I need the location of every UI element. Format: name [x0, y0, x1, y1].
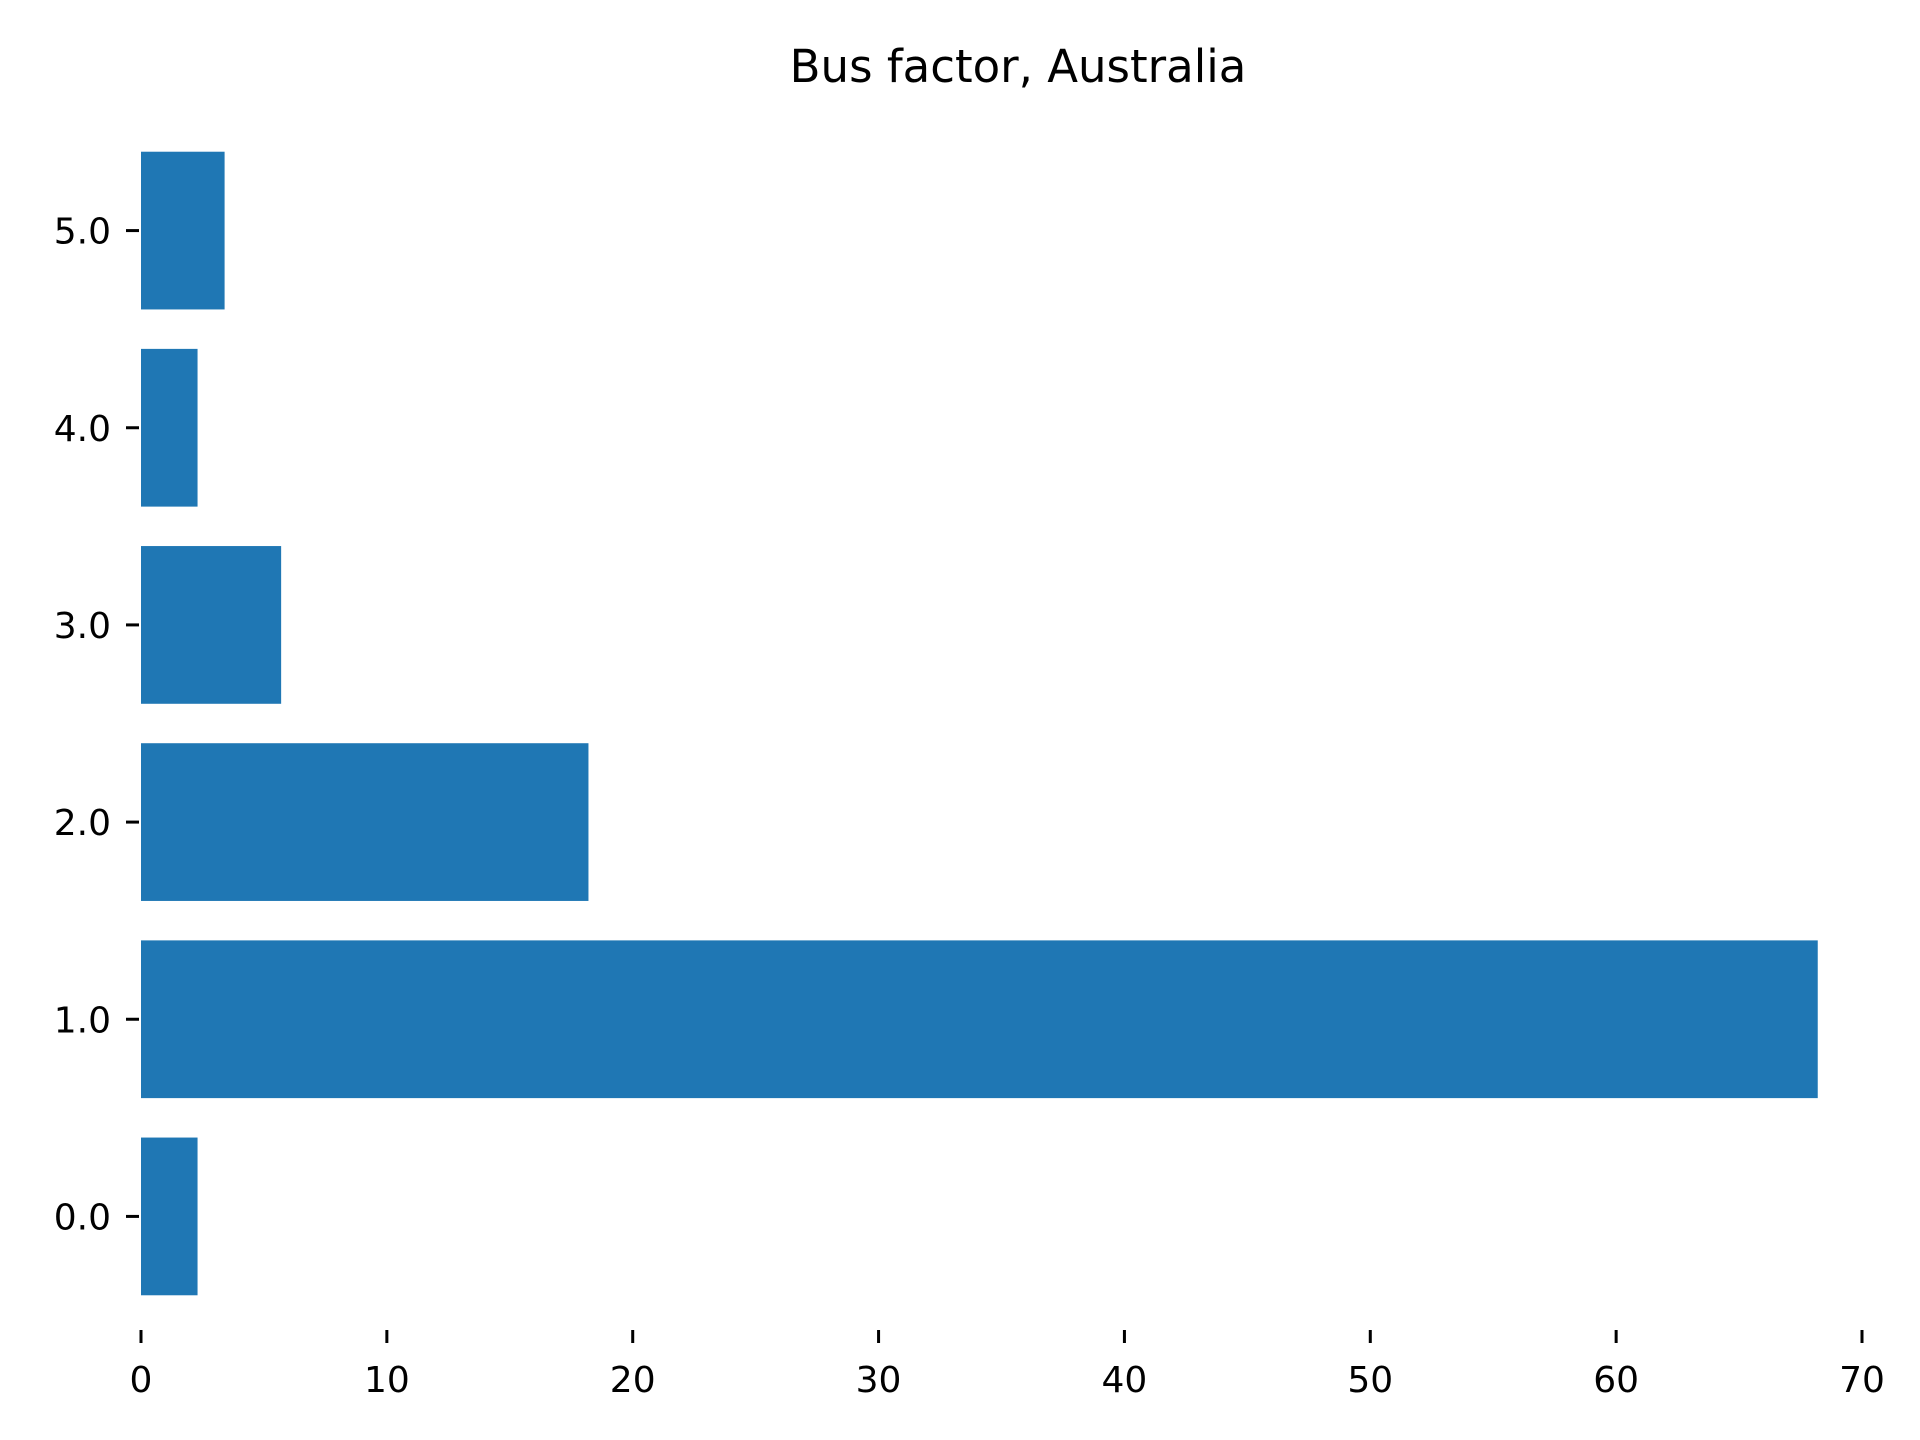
x-tick-label: 70 — [1839, 1360, 1885, 1401]
bar-3.0 — [141, 546, 282, 704]
bar-5.0 — [141, 151, 225, 310]
x-tick-label: 10 — [364, 1360, 410, 1401]
bar-1.0 — [141, 940, 1818, 1099]
x-tick-label: 20 — [610, 1360, 656, 1401]
bars — [141, 151, 1818, 1296]
bar-4.0 — [141, 348, 198, 507]
y-axis: 0.0 1.0 2.0 3.0 4.0 5.0 — [54, 212, 139, 1238]
x-tick-label: 50 — [1347, 1360, 1393, 1401]
bar-0.0 — [141, 1137, 198, 1296]
y-tick-label: 5.0 — [54, 212, 111, 253]
x-tick-label: 0 — [130, 1360, 153, 1401]
x-tick-label: 60 — [1593, 1360, 1639, 1401]
x-tick-label: 30 — [856, 1360, 902, 1401]
chart-title: Bus factor, Australia — [790, 40, 1247, 93]
y-tick-label: 0.0 — [54, 1197, 111, 1238]
bar-2.0 — [141, 743, 589, 901]
y-tick-label: 3.0 — [54, 606, 111, 647]
x-axis: 0 10 20 30 40 50 60 70 — [130, 1330, 1885, 1401]
y-tick-label: 4.0 — [54, 409, 111, 450]
y-tick-label: 2.0 — [54, 803, 111, 844]
y-tick-label: 1.0 — [54, 1000, 111, 1041]
x-tick-label: 40 — [1102, 1360, 1148, 1401]
